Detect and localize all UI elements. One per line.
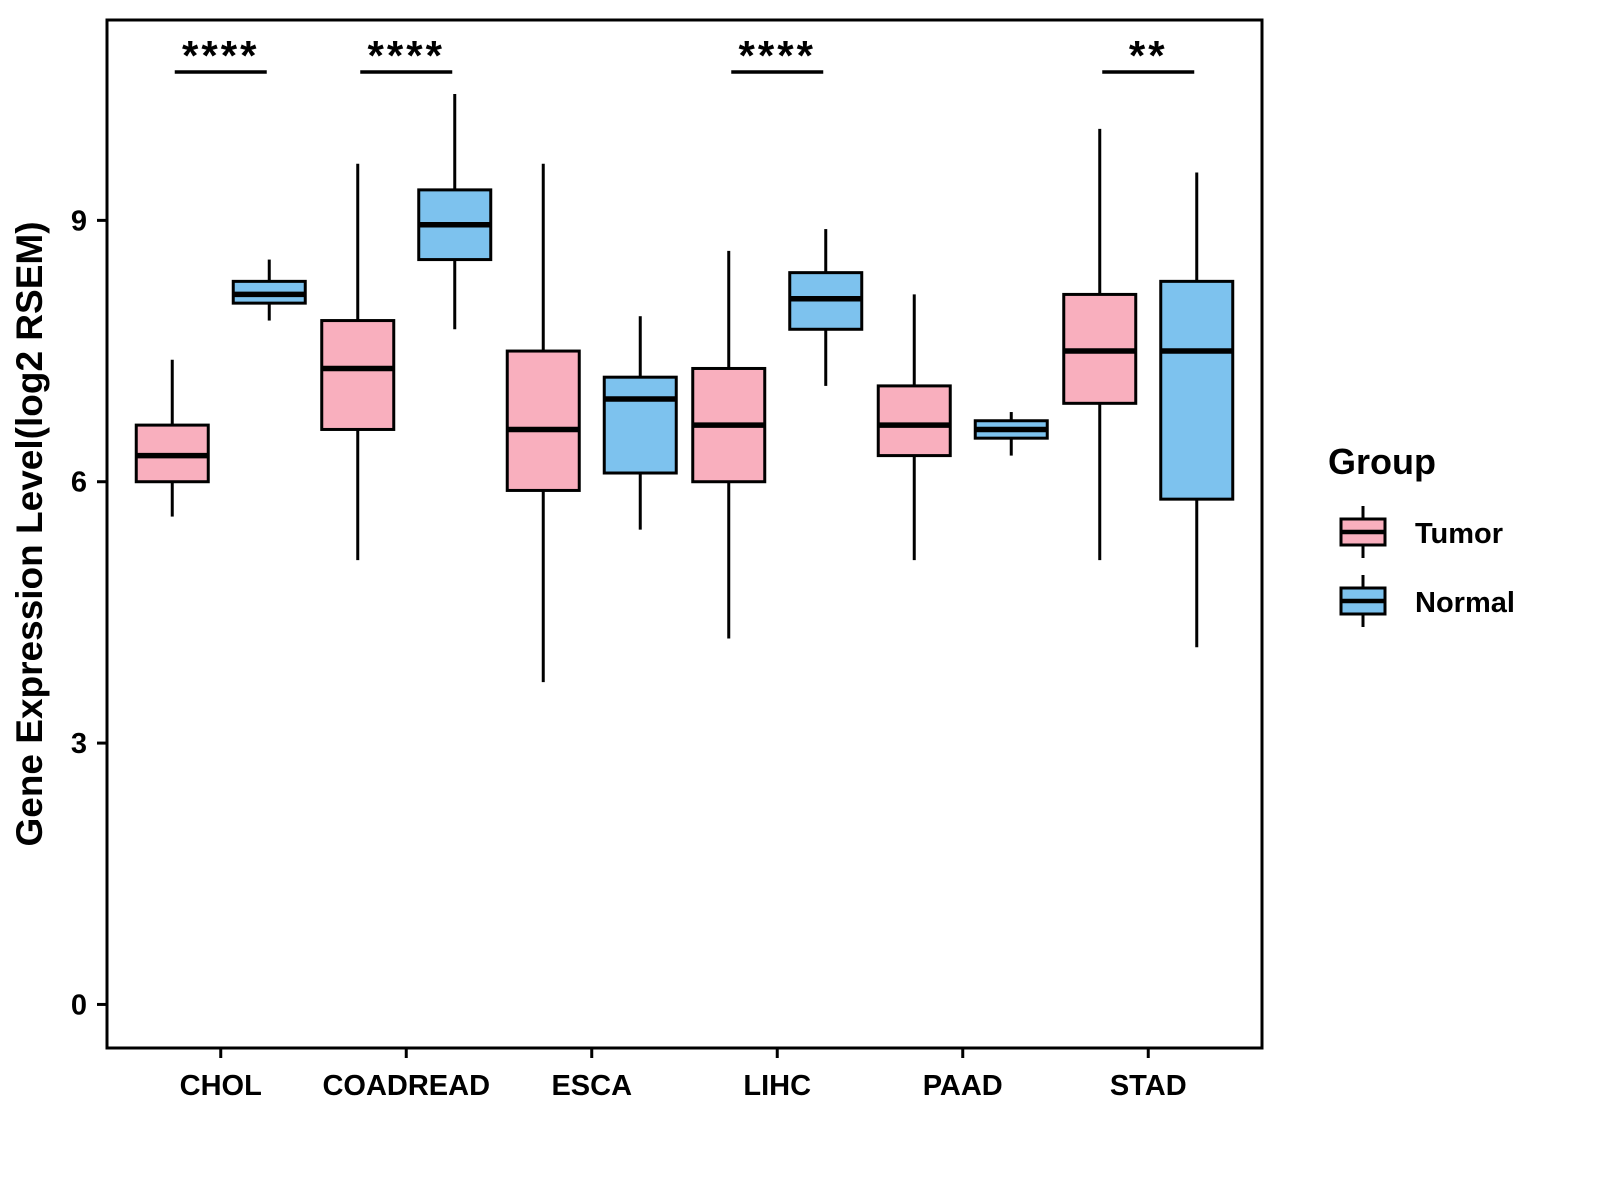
significance-stars-LIHC: **** xyxy=(739,32,816,79)
x-category-label: ESCA xyxy=(551,1070,632,1102)
box-ESCA-Tumor xyxy=(505,349,581,492)
x-category-label: STAD xyxy=(1110,1070,1187,1102)
significance-stars-CHOL: **** xyxy=(182,32,259,79)
legend-key-tumor-icon xyxy=(1339,506,1387,558)
legend-label-tumor: Tumor xyxy=(1415,518,1503,550)
box-PAAD-Tumor xyxy=(876,384,952,458)
box-STAD-Normal xyxy=(1159,279,1235,501)
box-COADREAD-Tumor xyxy=(320,319,396,431)
legend: Group Tumor Normal xyxy=(1328,441,1515,627)
legend-title: Group xyxy=(1328,441,1436,482)
box-ESCA-Normal xyxy=(602,375,678,475)
y-tick-label: 3 xyxy=(71,728,87,760)
x-category-label: PAAD xyxy=(923,1070,1003,1102)
significance-stars-COADREAD: **** xyxy=(368,32,445,79)
y-axis-title: Gene Expression Level(log2 RSEM) xyxy=(9,221,50,846)
x-category-label: LIHC xyxy=(743,1070,811,1102)
panel-border xyxy=(105,18,1264,1050)
y-tick-label: 0 xyxy=(71,989,87,1021)
x-category-label: CHOL xyxy=(180,1070,262,1102)
y-tick-label: 6 xyxy=(71,467,87,499)
legend-label-normal: Normal xyxy=(1415,587,1515,619)
legend-key-normal-icon xyxy=(1339,575,1387,627)
significance-stars-STAD: ** xyxy=(1129,32,1168,79)
x-category-label: COADREAD xyxy=(322,1070,490,1102)
y-tick-label: 9 xyxy=(71,205,87,237)
